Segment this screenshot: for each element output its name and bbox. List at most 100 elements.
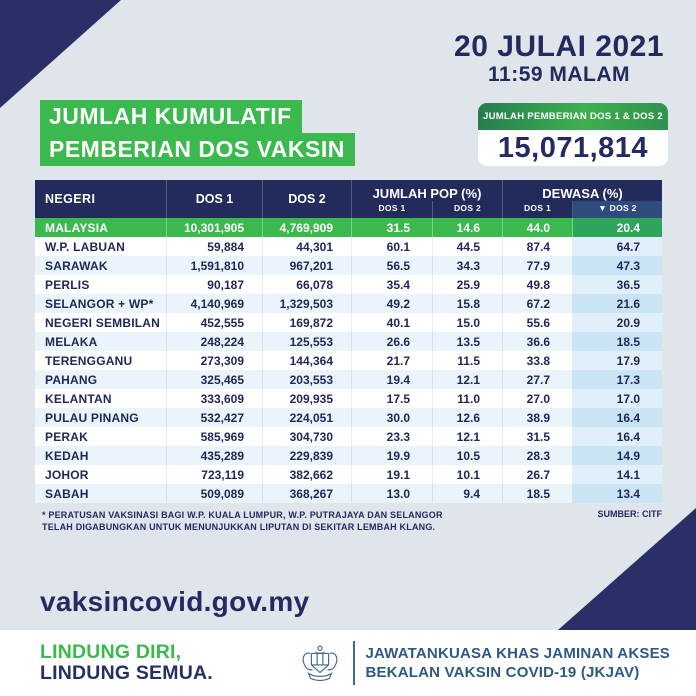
cell-value: 368,267 (263, 484, 352, 503)
cell-value: 19.4 (352, 370, 433, 389)
cell-value: 435,289 (167, 446, 263, 465)
cell-value: 10.5 (433, 446, 503, 465)
cell-value: 18.5 (573, 332, 662, 351)
title-line-2: PEMBERIAN DOS VAKSIN (40, 133, 355, 166)
cell-value: 1,591,810 (167, 256, 263, 275)
cell-value: 13.5 (433, 332, 503, 351)
col-group-dewasa: DEWASA (%) (542, 186, 623, 201)
cell-value: 23.3 (352, 427, 433, 446)
cell-value: 16.4 (573, 408, 662, 427)
cell-negeri: PAHANG (35, 370, 167, 389)
cell-value: 967,201 (263, 256, 352, 275)
cell-value: 18.5 (503, 484, 573, 503)
cell-negeri: NEGERI SEMBILAN (35, 313, 167, 332)
cell-value: 209,935 (263, 389, 352, 408)
page-title: JUMLAH KUMULATIF PEMBERIAN DOS VAKSIN (40, 100, 355, 166)
cell-value: 59,884 (167, 237, 263, 256)
table-row-pahang: PAHANG 325,465 203,553 19.4 12.1 27.7 17.3 (35, 370, 662, 389)
cell-value: 47.3 (573, 256, 662, 275)
title-line-1: JUMLAH KUMULATIF (40, 100, 302, 133)
cell-value: 10,301,905 (167, 218, 263, 237)
cell-negeri: PERLIS (35, 275, 167, 294)
cell-value: 67.2 (503, 294, 573, 313)
cell-value: 44.0 (503, 218, 573, 237)
cell-value: 17.5 (352, 389, 433, 408)
cell-value: 16.4 (573, 427, 662, 446)
cell-value: 532,427 (167, 408, 263, 427)
cell-value: 10.1 (433, 465, 503, 484)
cell-value: 26.7 (503, 465, 573, 484)
cell-value: 17.9 (573, 351, 662, 370)
table-row-kedah: KEDAH 435,289 229,839 19.9 10.5 28.3 14.9 (35, 446, 662, 465)
cell-value: 44.5 (433, 237, 503, 256)
website-url: vaksincovid.gov.my (40, 586, 310, 617)
cell-value: 31.5 (503, 427, 573, 446)
col-header-dos2: DOS 2 (263, 180, 352, 218)
cell-value: 169,872 (263, 313, 352, 332)
slogan-line-2: LINDUNG SEMUA. (40, 662, 213, 684)
cell-value: 273,309 (167, 351, 263, 370)
cell-value: 13.0 (352, 484, 433, 503)
cell-value: 325,465 (167, 370, 263, 389)
cell-value: 17.3 (573, 370, 662, 389)
cell-value: 13.4 (573, 484, 662, 503)
table-row-perak: PERAK 585,969 304,730 23.3 12.1 31.5 16.4 (35, 427, 662, 446)
cell-negeri: PERAK (35, 427, 167, 446)
cell-negeri: KELANTAN (35, 389, 167, 408)
cell-value: 14.6 (433, 218, 503, 237)
cell-negeri: PULAU PINANG (35, 408, 167, 427)
total-doses-badge-label: JUMLAH PEMBERIAN DOS 1 & DOS 2 (478, 103, 668, 130)
cell-value: 31.5 (352, 218, 433, 237)
data-source-label: SUMBER: CITF (597, 509, 663, 519)
cell-value: 14.1 (573, 465, 662, 484)
cell-value: 4,769,909 (263, 218, 352, 237)
table-header: NEGERI DOS 1 DOS 2 JUMLAH POP (%) DEWASA… (35, 180, 662, 218)
cell-value: 15.8 (433, 294, 503, 313)
cell-value: 229,839 (263, 446, 352, 465)
cell-negeri: MALAYSIA (35, 218, 167, 237)
cell-value: 21.6 (573, 294, 662, 313)
cell-value: 64.7 (573, 237, 662, 256)
cell-negeri: MELAKA (35, 332, 167, 351)
subcol-pop-dos2: DOS 2 (433, 201, 503, 218)
date-text: 20 JULAI 2021 (454, 30, 664, 63)
organisation-line-1: JAWATANKUASA KHAS JAMINAN AKSES (365, 645, 670, 662)
table-row-johor: JOHOR 723,119 382,662 19.1 10.1 26.7 14.1 (35, 465, 662, 484)
time-text: 11:59 MALAM (488, 63, 631, 86)
slogan: LINDUNG DIRI, LINDUNG SEMUA. (40, 642, 213, 684)
subcol-pop-dos1: DOS 1 (352, 201, 433, 218)
cell-value: 304,730 (263, 427, 352, 446)
cell-value: 224,051 (263, 408, 352, 427)
subcol-dewasa-dos2-sorted: ▼ DOS 2 (573, 201, 662, 218)
cell-negeri: W.P. LABUAN (35, 237, 167, 256)
cell-value: 12.1 (433, 370, 503, 389)
cell-value: 26.6 (352, 332, 433, 351)
cell-value: 12.6 (433, 408, 503, 427)
cell-value: 40.1 (352, 313, 433, 332)
cell-value: 452,555 (167, 313, 263, 332)
table-row-sabah: SABAH 509,089 368,267 13.0 9.4 18.5 13.4 (35, 484, 662, 503)
table-row-selangor-wp-: SELANGOR + WP* 4,140,969 1,329,503 49.2 15.8… (35, 294, 662, 313)
cell-value: 30.0 (352, 408, 433, 427)
cell-value: 1,329,503 (263, 294, 352, 313)
total-doses-badge-value: 15,071,814 (478, 130, 668, 166)
cell-value: 90,187 (167, 275, 263, 294)
slogan-line-1: LINDUNG DIRI, (40, 641, 182, 663)
organisation-name: JAWATANKUASA KHAS JAMINAN AKSES BEKALAN … (365, 644, 670, 682)
cell-value: 248,224 (167, 332, 263, 351)
footnote: * PERATUSAN VAKSINASI BAGI W.P. KUALA LU… (42, 509, 502, 533)
cell-value: 333,609 (167, 389, 263, 408)
table-row-pulau-pinang: PULAU PINANG 532,427 224,051 30.0 12.6 38.9 16… (35, 408, 662, 427)
cell-value: 28.3 (503, 446, 573, 465)
cell-value: 87.4 (503, 237, 573, 256)
cell-negeri: SARAWAK (35, 256, 167, 275)
cell-value: 33.8 (503, 351, 573, 370)
total-doses-badge: JUMLAH PEMBERIAN DOS 1 & DOS 2 15,071,81… (478, 103, 668, 166)
table-row-negeri-sembilan: NEGERI SEMBILAN 452,555 169,872 40.1 15.0 55.… (35, 313, 662, 332)
vaccination-table: NEGERI DOS 1 DOS 2 JUMLAH POP (%) DEWASA… (35, 180, 662, 503)
cell-value: 12.1 (433, 427, 503, 446)
cell-value: 44,301 (263, 237, 352, 256)
corner-triangle-top-left (0, 0, 121, 108)
table-row-terengganu: TERENGGANU 273,309 144,364 21.7 11.5 33.8 17.9 (35, 351, 662, 370)
organisation-block: JAWATANKUASA KHAS JAMINAN AKSES BEKALAN … (297, 641, 670, 685)
